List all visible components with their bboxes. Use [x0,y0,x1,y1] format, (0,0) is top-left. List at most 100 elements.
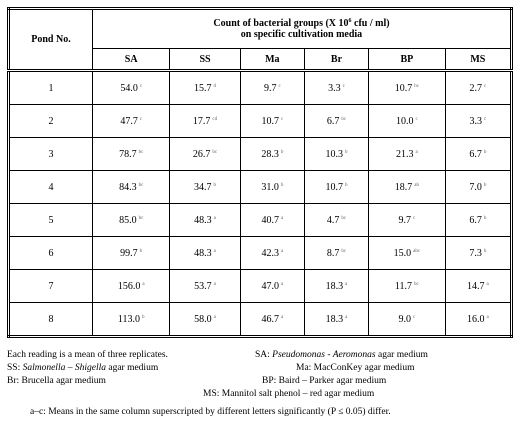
cell-superscript: bc [138,215,144,221]
cell-superscript: b [142,314,145,320]
cell-superscript: bc [341,248,347,254]
value-cell: 18.7 ab [368,170,446,204]
value-cell: 28.3 b [239,137,305,171]
value-cell: 156.0 a [91,269,171,303]
cell-value: 113.0 [117,313,140,325]
table-row: 6 99.7 b 48.3 a 42.3 a 8.7 bc 15.0 abc 7.3 b [8,236,513,270]
note: SA: Pseudomonas - Aeromonas agar medium [255,350,428,360]
cell-value: 78.7 [119,148,137,160]
cell-value: 15.0 [393,247,412,259]
cell-superscript: bc [212,149,218,155]
cell-superscript: b [483,248,487,254]
cell-value: 16.0 [466,313,485,325]
value-cell: 18.3 a [303,302,370,337]
value-cell: 4.7 bc [303,203,370,237]
note: Ma: MacConKey agar medium [296,363,415,373]
value-cell: 15.0 abc [368,236,446,270]
cell-superscript: ab [414,182,419,188]
value-cell: 6.7 b [444,203,513,237]
cell-superscript: bc [341,116,347,122]
cell-superscript: b [139,248,143,254]
value-cell: 16.0 a [444,302,513,337]
value-cell: 10.0 c [368,104,446,138]
table-row: 1 54.0 c 15.7 d 9.7 c 3.3 c 10.7 bc 2.7 c [8,70,513,105]
cell-value: 10.3 [325,148,343,160]
table-row: 5 85.0 bc 48.3 a 40.7 a 4.7 bc 9.7 c 6.7 b [8,203,513,237]
pond-cell: 1 [8,70,93,105]
value-cell: 14.7 a [444,269,513,303]
table-body: 1 54.0 c 15.7 d 9.7 c 3.3 c 10.7 bc 2.7 c 2 47.7 c 17.7 c… [8,70,513,337]
title-text: cfu / ml) [351,18,390,29]
value-cell: 15.7 d [169,70,241,105]
value-cell: 47.0 a [239,269,305,303]
value-cell: 54.0 c [91,70,171,105]
value-cell: 31.0 b [239,170,305,204]
cell-superscript: a [213,215,216,221]
pond-cell: 5 [8,203,93,237]
pond-cell: 8 [8,302,93,337]
cell-value: 6.7 [469,148,482,160]
cell-value: 3.3 [328,82,341,94]
cell-value: 10.7 [261,115,279,127]
cell-value: 85.0 [119,214,137,226]
cell-value: 40.7 [261,214,279,226]
cell-value: 6.7 [326,115,340,127]
cell-superscript: c [139,83,143,89]
cell-value: 11.7 [394,280,413,292]
cell-value: 99.7 [120,247,138,259]
title-text: on specific cultivation media [240,29,363,40]
note-text: SS: [7,363,23,373]
value-cell: 10.7 b [303,170,370,204]
value-cell: 10.7 bc [368,70,446,105]
value-cell: 8.7 bc [303,236,370,270]
column-header: BP [368,48,446,71]
cell-superscript: a [142,281,145,287]
cell-superscript: b [483,215,487,221]
cell-value: 14.7 [466,280,485,292]
cell-superscript: a [213,248,216,254]
note-italic: Pseudomonas - Aeromonas [272,350,376,360]
cell-value: 10.0 [395,115,414,127]
note: BP: Baird – Parker agar medium [262,376,387,386]
cell-value: 8.7 [326,247,340,259]
cell-superscript: a [280,215,284,221]
cell-value: 47.7 [120,115,138,127]
cell-value: 84.3 [119,181,137,193]
column-header: SA [91,48,171,71]
cell-superscript: bc [414,83,419,89]
pond-cell: 4 [8,170,93,204]
cell-value: 9.7 [398,214,411,226]
cell-value: 9.0 [398,313,411,325]
value-cell: 3.3 c [303,70,370,105]
pond-cell: 7 [8,269,93,303]
pond-cell: 3 [8,137,93,171]
note: a–c: Means in the same column superscrip… [30,407,391,417]
cell-superscript: c [412,215,416,221]
value-cell: 2.7 c [444,70,513,105]
note-italic: Salmonella – Shigella [22,363,106,373]
cell-superscript: a [486,281,489,287]
cell-superscript: a [280,281,284,287]
value-cell: 46.7 a [239,302,305,337]
value-cell: 99.7 b [91,236,171,270]
cell-value: 2.7 [469,82,482,94]
cell-value: 17.7 [192,115,211,127]
cell-value: 28.3 [261,148,279,160]
title-sup: 6 [348,18,352,24]
cell-superscript: c [415,116,418,122]
value-cell: 47.7 c [91,104,171,138]
cell-value: 18.3 [325,280,344,292]
cell-superscript: c [342,83,345,89]
column-header: Br [303,48,370,71]
cell-superscript: a [345,314,348,320]
value-cell: 48.3 a [169,236,241,270]
value-cell: 10.7 c [239,104,305,138]
note: MS: Mannitol salt phenol – red agar medi… [203,389,375,399]
cell-superscript: b [483,182,487,188]
table-row: 3 78.7 bc 26.7 bc 28.3 b 10.3 b 21.3 a 6.7 b [8,137,513,171]
cell-superscript: b [213,182,217,188]
pond-cell: 2 [8,104,93,138]
cell-superscript: a [415,149,418,155]
value-cell: 6.7 bc [303,104,370,138]
